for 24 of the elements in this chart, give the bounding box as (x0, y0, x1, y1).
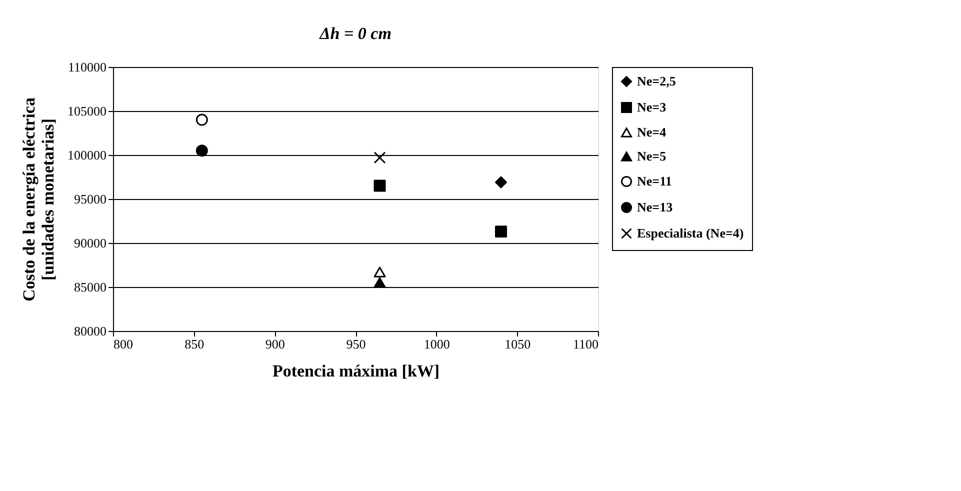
x-tick-label: 900 (265, 336, 285, 352)
legend-label: Especialista (Ne=4) (637, 226, 744, 240)
x-tick-label: 1000 (424, 336, 450, 352)
legend-label: Ne=13 (637, 200, 674, 214)
legend-label: Ne=11 (637, 174, 672, 188)
x-axis-title: Potencia máxima [kW] (272, 362, 440, 380)
y-tick-label: 85000 (74, 280, 106, 294)
legend-label: Ne=2,5 (637, 74, 676, 88)
x-tick-label: 800 (114, 336, 133, 352)
y-tick-label: 100000 (68, 148, 106, 162)
y-axis-title: Costo de la energía eléctrica [unidades monetarias] (20, 97, 58, 302)
legend-label: Ne=4 (637, 124, 667, 140)
x-tick-label: 850 (184, 336, 204, 352)
legend-label: Ne=5 (637, 148, 667, 164)
y-tick-label: 95000 (74, 192, 106, 206)
legend-label: Ne=3 (637, 100, 667, 114)
y-tick-label: 90000 (74, 236, 106, 250)
y-tick-label: 110000 (68, 60, 106, 74)
y-tick-label: 105000 (68, 104, 106, 118)
chart-title: Δh = 0 cm (318, 24, 392, 43)
x-tick-label: 950 (346, 336, 366, 352)
x-tick-label: 1100 (572, 336, 598, 352)
x-tick-label: 1050 (504, 336, 531, 352)
y-tick-label: 80000 (74, 324, 106, 338)
